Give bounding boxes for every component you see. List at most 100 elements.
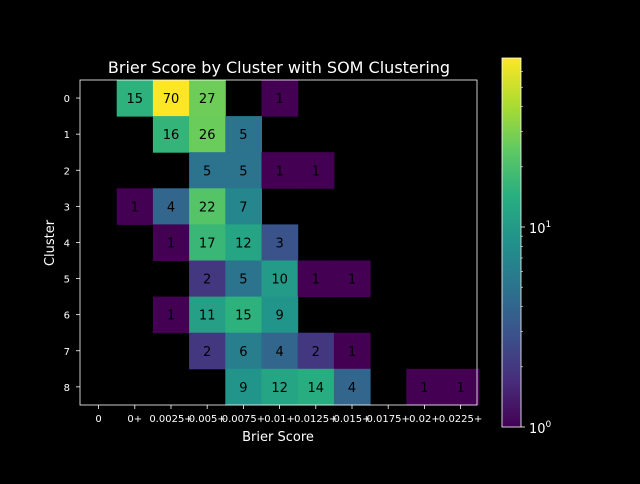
heatmap-cell bbox=[225, 296, 262, 334]
x-tick-label: 0.015+ bbox=[333, 414, 370, 425]
y-tick-label: 6 bbox=[64, 311, 70, 322]
heatmap-cell bbox=[189, 116, 226, 153]
heatmap-cell bbox=[297, 260, 335, 298]
heatmap-cell bbox=[333, 368, 371, 406]
heatmap-cell bbox=[225, 152, 262, 189]
x-tick-label: 0.0225+ bbox=[439, 414, 482, 425]
x-axis-label: Brier Score bbox=[242, 430, 314, 445]
cell-value-label: 26 bbox=[199, 128, 216, 143]
heatmap-cell bbox=[152, 116, 190, 153]
heatmap-cell bbox=[189, 260, 226, 298]
cell-value-label: 7 bbox=[239, 200, 247, 215]
cell-value-label: 27 bbox=[199, 92, 216, 107]
heatmap-cell bbox=[297, 152, 335, 189]
cell-value-label: 5 bbox=[239, 128, 247, 143]
y-tick-label: 3 bbox=[64, 202, 70, 213]
cell-value-label: 14 bbox=[308, 381, 325, 396]
heatmap-cell bbox=[261, 260, 299, 298]
cell-value-label: 22 bbox=[199, 200, 216, 215]
cell-value-label: 5 bbox=[239, 164, 247, 179]
heatmap-cell bbox=[261, 332, 299, 370]
cell-value-label: 1 bbox=[131, 200, 139, 215]
x-tick-label: 0.0125+ bbox=[294, 414, 337, 425]
heatmap-cell bbox=[297, 368, 335, 406]
heatmap-cell bbox=[116, 80, 154, 117]
heatmap-cell bbox=[152, 224, 190, 261]
cell-value-label: 10 bbox=[271, 273, 288, 288]
heatmap-cell bbox=[189, 296, 226, 334]
heatmap-cell bbox=[189, 152, 226, 189]
cell-value-label: 5 bbox=[239, 273, 247, 288]
cell-value-label: 1 bbox=[420, 381, 428, 396]
x-tick-label: 0.02+ bbox=[409, 414, 440, 425]
cell-value-label: 12 bbox=[271, 381, 288, 396]
x-tick-label: 0+ bbox=[127, 414, 142, 425]
cell-value-label: 2 bbox=[203, 273, 211, 288]
cell-value-label: 1 bbox=[275, 164, 283, 179]
y-tick-label: 5 bbox=[64, 275, 70, 286]
cell-value-label: 1 bbox=[167, 236, 175, 251]
cell-value-label: 15 bbox=[235, 309, 252, 324]
heatmap-cell bbox=[261, 152, 299, 189]
heatmap-cell bbox=[189, 80, 226, 117]
heatmap-cell bbox=[225, 188, 262, 225]
cell-value-label: 4 bbox=[348, 381, 356, 396]
colorbar-tick-label: 101 bbox=[529, 220, 551, 237]
colorbar-ticks: 100 101 bbox=[521, 71, 552, 437]
heatmap-cell bbox=[261, 296, 299, 334]
heatmap-cell bbox=[261, 224, 299, 261]
heatmap-cell bbox=[225, 332, 262, 370]
cell-value-label: 1 bbox=[348, 273, 356, 288]
heatmap-cell bbox=[225, 368, 262, 406]
heatmap-cell bbox=[189, 332, 226, 370]
heatmap-cell bbox=[116, 188, 154, 225]
y-axis-label: Cluster bbox=[43, 219, 58, 266]
heatmap-cell bbox=[333, 260, 371, 298]
heatmap-cells bbox=[116, 80, 480, 406]
cell-value-label: 9 bbox=[275, 309, 283, 324]
y-tick-label: 2 bbox=[64, 166, 70, 177]
cell-value-label: 1 bbox=[167, 309, 175, 324]
heatmap-cell bbox=[225, 116, 262, 153]
y-tick-label: 0 bbox=[64, 94, 70, 105]
heatmap-cell bbox=[261, 368, 299, 406]
cell-value-label: 4 bbox=[167, 200, 175, 215]
heatmap-cell bbox=[225, 224, 262, 261]
cell-value-label: 70 bbox=[163, 92, 180, 107]
x-tick-label: 0.005+ bbox=[189, 414, 226, 425]
heatmap-cell bbox=[297, 332, 335, 370]
cell-value-label: 3 bbox=[275, 236, 283, 251]
x-tick-label: 0.01+ bbox=[264, 414, 295, 425]
y-tick-label: 4 bbox=[64, 238, 70, 249]
heatmap-cell bbox=[225, 260, 262, 298]
heatmap-cell bbox=[189, 224, 226, 261]
heatmap-cell bbox=[189, 188, 226, 225]
y-tick-label: 8 bbox=[64, 383, 70, 394]
cell-value-label: 11 bbox=[199, 309, 216, 324]
heatmap-cell bbox=[333, 332, 371, 370]
cell-value-label: 5 bbox=[203, 164, 211, 179]
cell-value-label: 4 bbox=[275, 345, 283, 360]
colorbar-tick-label: 100 bbox=[529, 420, 552, 437]
cell-value-label: 1 bbox=[312, 164, 320, 179]
cell-value-label: 1 bbox=[275, 92, 283, 107]
cell-value-label: 15 bbox=[127, 92, 144, 107]
cell-value-label: 6 bbox=[239, 345, 247, 360]
cell-value-label: 2 bbox=[312, 345, 320, 360]
heatmap-cell bbox=[406, 368, 443, 406]
cell-value-label: 1 bbox=[348, 345, 356, 360]
x-tick-label: 0.0175+ bbox=[367, 414, 410, 425]
x-tick-label: 0.0025+ bbox=[149, 414, 192, 425]
heatmap-cell bbox=[442, 368, 480, 406]
heatmap-cell bbox=[152, 188, 190, 225]
y-axis-ticks: 0 1 2 3 4 5 6 7 8 bbox=[64, 94, 80, 394]
chart-title: Brier Score by Cluster with SOM Clusteri… bbox=[108, 58, 450, 77]
x-tick-label: 0 bbox=[95, 414, 101, 425]
heatmap-value-labels: 15 70 27 116 26 55 5 1 11 4 22 71 17 12 32 5 10 1 11 11 15 92… bbox=[127, 92, 465, 396]
heatmap-cell bbox=[152, 296, 190, 334]
x-axis-ticks: 0 0+ 0.0025+0.005+0.0075+ 0.01+ 0.0125+0.015… bbox=[95, 405, 482, 425]
cell-value-label: 16 bbox=[163, 128, 180, 143]
heatmap-cell bbox=[152, 80, 190, 117]
